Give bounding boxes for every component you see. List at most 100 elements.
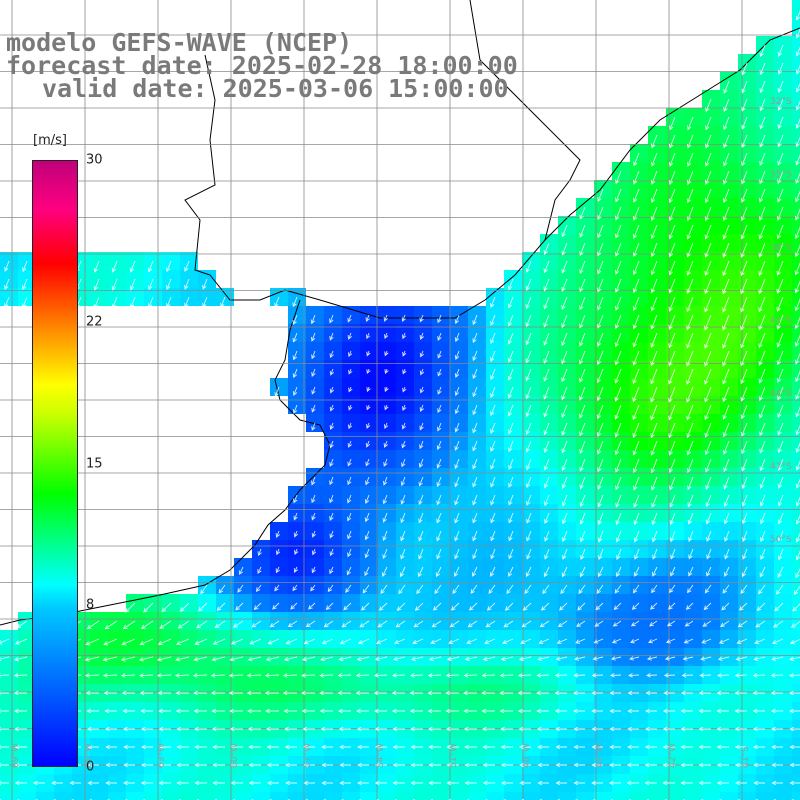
wind-arrow — [723, 458, 730, 473]
wind-arrow — [248, 780, 261, 786]
wind-arrow — [686, 422, 694, 439]
wind-arrow — [85, 690, 99, 696]
wind-arrow — [668, 602, 676, 610]
land-mass — [0, 0, 800, 626]
wind-speed-cell — [540, 792, 558, 800]
wind-arrow — [670, 548, 676, 560]
wind-arrow — [597, 278, 604, 293]
wind-arrow — [251, 620, 262, 628]
wind-arrow — [543, 404, 550, 418]
wind-arrow — [158, 744, 171, 750]
wind-arrow — [716, 780, 729, 786]
wind-arrow — [437, 422, 442, 432]
wind-arrow — [417, 566, 424, 578]
wind-speed-cell — [792, 216, 800, 234]
wind-arrow — [445, 708, 459, 714]
wind-arrow — [292, 332, 298, 343]
wind-arrow — [795, 118, 800, 129]
wind-arrow — [646, 656, 658, 661]
wind-arrow — [723, 494, 730, 507]
wind-arrow — [69, 780, 81, 786]
wind-arrow — [230, 762, 243, 768]
wind-arrow — [16, 620, 28, 629]
wind-arrow — [704, 296, 712, 313]
wind-arrow — [508, 512, 514, 524]
wind-arrow — [453, 566, 460, 578]
wind-arrow — [740, 386, 748, 402]
wind-arrow — [686, 458, 694, 473]
wind-arrow — [645, 690, 657, 696]
wind-arrow — [795, 550, 800, 561]
wind-arrow — [348, 404, 353, 411]
wind-arrow — [402, 386, 407, 393]
wind-arrow — [507, 422, 514, 435]
wind-arrow — [230, 638, 244, 645]
wind-arrow — [472, 530, 478, 542]
wind-arrow — [741, 134, 748, 149]
wind-speed-cell — [792, 504, 800, 522]
wind-arrow — [795, 424, 800, 436]
wind-arrow — [698, 762, 711, 768]
wind-arrow — [13, 673, 28, 678]
wind-arrow — [437, 350, 442, 359]
wind-arrow — [597, 530, 604, 543]
wind-arrow — [329, 548, 334, 557]
wind-arrow — [794, 208, 800, 221]
wind-arrow — [561, 404, 568, 419]
wind-arrow — [365, 440, 371, 448]
wind-arrow — [758, 368, 766, 384]
wind-arrow — [776, 224, 784, 240]
wind-arrow — [303, 780, 315, 786]
wind-arrow — [481, 726, 495, 732]
wind-arrow — [347, 332, 352, 340]
wind-arrow — [795, 82, 800, 93]
wind-arrow — [627, 708, 639, 714]
longitude-label: 41°S — [741, 746, 751, 768]
wind-arrow — [704, 386, 712, 403]
wind-arrow — [293, 530, 299, 538]
wind-arrow — [759, 476, 766, 489]
wind-arrow — [416, 584, 424, 595]
wind-arrow — [597, 512, 604, 525]
wind-speed-cell — [108, 792, 126, 800]
wind-arrow — [777, 566, 784, 578]
wind-arrow — [795, 532, 800, 543]
wind-arrow — [686, 134, 694, 149]
wind-arrow — [723, 80, 730, 94]
wind-arrow — [347, 422, 353, 430]
wind-arrow — [266, 762, 279, 768]
wind-arrow — [364, 512, 370, 523]
wind-speed-cell — [54, 792, 72, 800]
wind-arrow — [561, 494, 568, 507]
wind-arrow — [543, 566, 550, 578]
wind-arrow — [777, 44, 784, 57]
wind-speed-cell — [180, 792, 198, 800]
wind-arrow — [794, 226, 800, 240]
wind-arrow — [140, 726, 153, 732]
wind-arrow — [664, 656, 676, 661]
wind-arrow — [418, 458, 424, 468]
wind-arrow — [795, 460, 800, 471]
wind-arrow — [686, 368, 694, 385]
wind-arrow — [284, 726, 297, 732]
wind-arrow — [319, 690, 333, 696]
wind-arrow — [776, 368, 784, 383]
grid-labels: 69°W 66°W 63°W 60°W 57°W 54°W 51°W 48°W 45°W 42°W… — [11, 97, 792, 768]
wind-arrow — [166, 296, 172, 308]
wind-arrow — [339, 780, 351, 786]
wind-arrow — [573, 708, 585, 714]
wind-arrow — [543, 296, 550, 310]
wind-arrow — [4, 260, 10, 272]
wind-arrow — [668, 134, 676, 149]
wind-arrow — [579, 296, 586, 311]
wind-arrow — [555, 762, 567, 768]
wind-speed-cell — [216, 792, 234, 800]
wind-arrow — [560, 584, 568, 595]
wind-arrow — [138, 673, 154, 678]
wind-arrow — [686, 440, 694, 456]
wind-arrow — [741, 440, 748, 455]
wind-arrow — [591, 780, 603, 786]
wind-arrow — [597, 242, 604, 257]
wind-arrow — [194, 762, 207, 768]
wind-arrow — [700, 656, 712, 661]
